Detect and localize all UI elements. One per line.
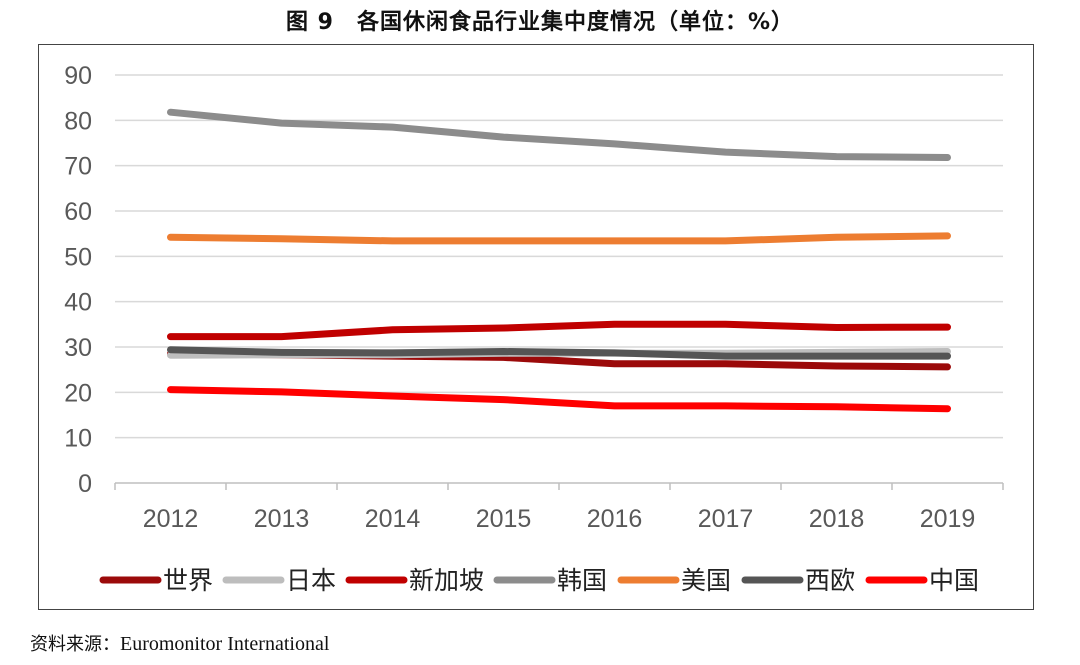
y-tick-label: 70 — [64, 153, 92, 181]
x-tick-label: 2018 — [809, 505, 865, 533]
x-tick-label: 2019 — [920, 505, 976, 533]
x-tick-label: 2012 — [143, 505, 199, 533]
legend-label: 韩国 — [557, 566, 607, 595]
x-tick-label: 2015 — [476, 505, 532, 533]
legend-label: 西欧 — [805, 566, 855, 595]
x-axis: 2012 2013 2014 2015 2016 2017 2018 2019 — [114, 482, 1004, 533]
y-tick-label: 0 — [78, 470, 92, 498]
x-tick-label: 2017 — [698, 505, 754, 533]
y-tick-label: 50 — [64, 243, 92, 271]
legend-label: 中国 — [929, 566, 979, 595]
chart-frame — [38, 44, 1034, 610]
y-tick-label: 40 — [64, 289, 92, 317]
y-tick-label: 30 — [64, 334, 92, 362]
y-tick-label: 90 — [64, 62, 92, 90]
series-line — [167, 386, 951, 413]
legend: 世界 日本 新加坡 韩国 美国 西欧 中国 — [99, 566, 979, 595]
series-line — [167, 346, 951, 360]
figure-title: 图 9 各国休闲食品行业集中度情况（单位：%） — [285, 10, 794, 35]
y-tick-label: 60 — [64, 198, 92, 226]
y-tick-label: 10 — [64, 425, 92, 453]
gridlines — [115, 74, 1003, 439]
source-text: Euromonitor International — [120, 633, 330, 655]
series-line — [167, 108, 951, 161]
legend-label: 世界 — [163, 566, 213, 595]
legend-label: 日本 — [286, 566, 336, 595]
series-line — [167, 320, 951, 341]
x-tick-label: 2013 — [254, 505, 310, 533]
y-tick-label: 20 — [64, 379, 92, 407]
legend-label: 新加坡 — [409, 566, 484, 595]
series-line — [167, 232, 951, 245]
source-note: 资料来源：Euromonitor International — [30, 630, 329, 656]
legend-label: 美国 — [681, 566, 731, 595]
source-label: 资料来源： — [30, 634, 120, 655]
y-axis: 0 10 20 30 40 50 60 70 80 90 — [64, 62, 92, 498]
series-lines — [167, 108, 951, 413]
x-tick-label: 2014 — [365, 505, 421, 533]
x-tick-label: 2016 — [587, 505, 643, 533]
y-tick-label: 80 — [64, 107, 92, 135]
